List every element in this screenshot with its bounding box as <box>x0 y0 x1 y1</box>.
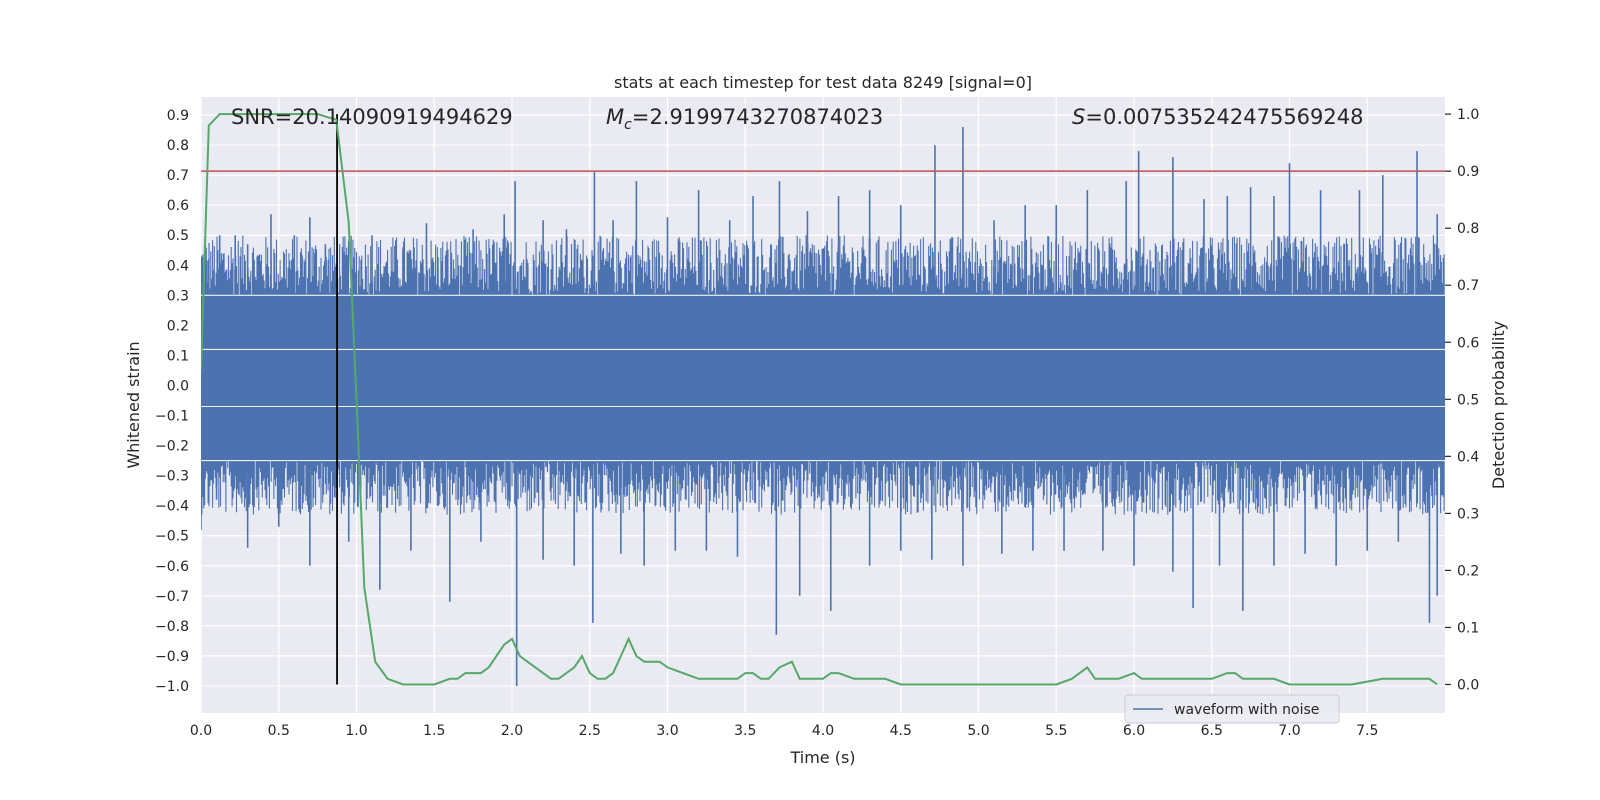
x-tick-label: 0.0 <box>190 723 212 739</box>
overlay-layer <box>201 113 1445 686</box>
y-tick-label-left: 0.5 <box>167 228 189 244</box>
y-tick-label-right: 0.1 <box>1457 620 1479 636</box>
x-tick-label: 2.5 <box>579 723 601 739</box>
y-tick-label-right: 0.4 <box>1457 449 1479 465</box>
x-tick-label: 4.5 <box>890 723 912 739</box>
y-axis-label-right: Detection probability <box>1489 321 1508 489</box>
x-tick-label: 1.5 <box>423 723 445 739</box>
y-tick-label-left: 0.8 <box>167 138 189 154</box>
y-tick-label-right: 0.6 <box>1457 335 1479 351</box>
y-tick-label-right: 0.8 <box>1457 221 1479 237</box>
y-tick-label-left: 0.1 <box>167 348 189 364</box>
s-value: 0.007535242475569248 <box>1103 105 1364 129</box>
y-tick-label-right: 0.9 <box>1457 164 1479 180</box>
y-tick-label-left: 0.2 <box>167 318 189 334</box>
mc-value: 2.9199743270874023 <box>649 105 883 129</box>
x-axis-label: Time (s) <box>789 748 855 767</box>
x-tick-label: 0.5 <box>268 723 290 739</box>
y-tick-label-left: 0.3 <box>167 288 189 304</box>
x-tick-label: 3.0 <box>656 723 678 739</box>
x-tick-label: 4.0 <box>812 723 834 739</box>
y-tick-label-right: 0.5 <box>1457 392 1479 408</box>
y-tick-label-left: −0.6 <box>155 559 189 575</box>
waveform-series <box>201 127 1445 686</box>
x-tick-label: 7.0 <box>1278 723 1300 739</box>
x-tick-label: 2.0 <box>501 723 523 739</box>
y-tick-label-left: −0.8 <box>155 619 189 635</box>
y-tick-label-right: 1.0 <box>1457 107 1479 123</box>
mc-annotation: Mc=2.9199743270874023 <box>606 105 883 133</box>
mc-symbol: M <box>606 105 624 129</box>
y-tick-label-left: −0.7 <box>155 589 189 605</box>
snr-annotation: SNR=20.14090919494629 <box>231 105 513 129</box>
y-tick-label-right: 0.7 <box>1457 278 1479 294</box>
y-tick-label-right: 0.3 <box>1457 506 1479 522</box>
legend-box <box>1124 694 1340 724</box>
s-symbol: S <box>1072 105 1085 129</box>
s-annotation: S=0.007535242475569248 <box>1072 105 1363 129</box>
probability-line <box>201 113 1438 686</box>
y-axis-label-left: Whitened strain <box>124 341 143 468</box>
waveform-texture <box>201 235 1445 515</box>
x-tick-label: 5.5 <box>1045 723 1067 739</box>
y-tick-label-left: 0.6 <box>167 198 189 214</box>
legend-entry: waveform with noise <box>1174 702 1319 718</box>
y-tick-label-left: −0.9 <box>155 649 189 665</box>
y-tick-label-left: −0.4 <box>155 499 189 515</box>
chart-title: stats at each timestep for test data 824… <box>614 73 1032 92</box>
y-tick-label-left: 0.7 <box>167 168 189 184</box>
y-tick-label-right: 0.0 <box>1457 677 1479 693</box>
y-tick-label-left: −0.2 <box>155 439 189 455</box>
x-tick-label: 5.0 <box>967 723 989 739</box>
y-tick-label-left: 0.4 <box>167 258 189 274</box>
y-tick-label-left: 0.9 <box>167 108 189 124</box>
y-tick-label-left: −1.0 <box>155 679 189 695</box>
x-tick-label: 6.5 <box>1201 723 1223 739</box>
x-tick-label: 7.5 <box>1356 723 1378 739</box>
y-tick-label-left: 0.0 <box>167 378 189 394</box>
x-tick-label: 3.5 <box>734 723 756 739</box>
axes: 0.0 0.5 1.0 1.5 2.0 2.5 3.0 3.5 4.0 4.5 5.0 5.5 6.0 6… <box>155 107 1479 739</box>
y-tick-label-left: −0.3 <box>155 469 189 485</box>
mc-subscript: c <box>624 117 632 133</box>
legend: waveform with noise <box>1124 694 1340 724</box>
y-tick-label-left: −0.5 <box>155 529 189 545</box>
x-tick-label: 1.0 <box>345 723 367 739</box>
y-tick-label-right: 0.2 <box>1457 563 1479 579</box>
x-tick-label: 6.0 <box>1123 723 1145 739</box>
y-tick-label-left: −0.1 <box>155 409 189 425</box>
